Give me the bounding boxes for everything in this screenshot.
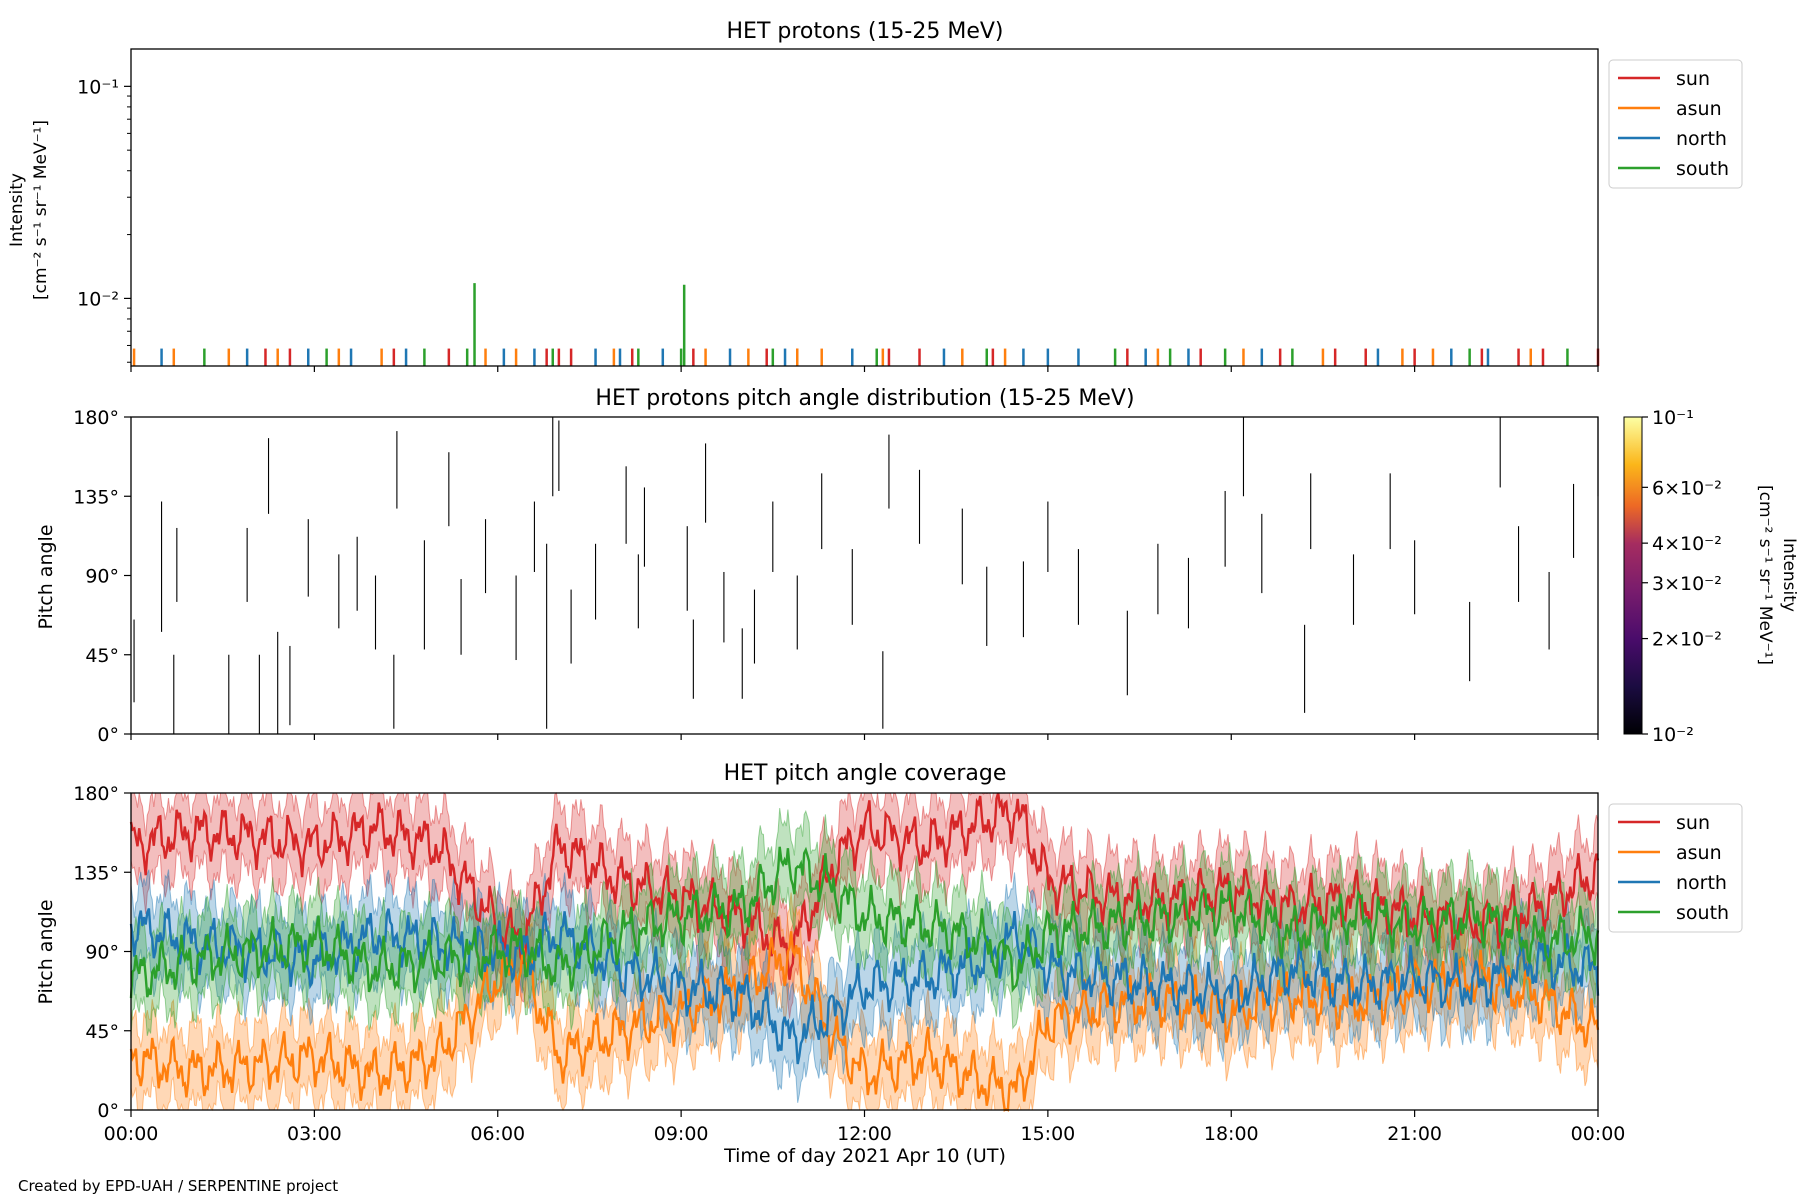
intensity-title: HET protons (15-25 MeV): [727, 19, 1004, 44]
coverage-line-south: [129, 846, 1600, 999]
coverage-lines: [129, 792, 1600, 1112]
colorbar-tick-label: 4×10⁻²: [1652, 533, 1722, 555]
coverage-axes-frame: [130, 792, 1599, 1111]
intensity-ylabel-line2: [cm⁻² s⁻¹ sr⁻¹ MeV⁻¹]: [31, 120, 51, 300]
coverage-xtick-label: 15:00: [1020, 1123, 1075, 1145]
coverage-xtick-label: 03:00: [287, 1123, 342, 1145]
intensity-ylabel-line1: Intensity: [7, 173, 27, 247]
intensity-ylabel: Intensity [cm⁻² s⁻¹ sr⁻¹ MeV⁻¹]: [7, 120, 51, 300]
pad-ytick-label: 0°: [97, 724, 119, 746]
coverage-ytick-label: 180°: [73, 783, 119, 805]
intensity-panel: HET protons (15-25 MeV) Intensity [cm⁻² …: [7, 19, 1743, 372]
coverage-legend-label-north: north: [1676, 872, 1727, 894]
intensity-legend-label-north: north: [1676, 128, 1727, 150]
intensity-legend-label-south: south: [1676, 158, 1729, 180]
coverage-line-north: [129, 908, 1600, 1065]
coverage-xtick-label: 12:00: [837, 1123, 892, 1145]
coverage-title: HET pitch angle coverage: [724, 761, 1007, 786]
coverage-xtick-label: 00:00: [1571, 1123, 1626, 1145]
coverage-legend-box: [1608, 803, 1743, 933]
coverage-xtick-label: 21:00: [1387, 1123, 1442, 1145]
coverage-xtick-label: 06:00: [470, 1123, 525, 1145]
pad-title: HET protons pitch angle distribution (15…: [595, 386, 1134, 411]
coverage-ylabel: Pitch angle: [35, 899, 57, 1004]
intensity-legend-label-sun: sun: [1676, 68, 1710, 90]
intensity-ytick-label: 10⁻¹: [77, 76, 119, 98]
coverage-ytick-label: 90°: [85, 942, 119, 964]
colorbar: [1623, 416, 1643, 735]
coverage-legend-label-asun: asun: [1676, 842, 1722, 864]
coverage-legend-label-sun: sun: [1676, 812, 1710, 834]
colorbar-ticks: 10⁻¹ 6×10⁻² 4×10⁻² 3×10⁻² 2×10⁻² 10⁻²: [1642, 407, 1722, 746]
colorbar-label: Intensity [cm⁻² s⁻¹ sr⁻¹ MeV⁻¹]: [1755, 485, 1799, 665]
coverage-ytick-label: 135°: [73, 862, 119, 884]
colorbar-label-line2: [cm⁻² s⁻¹ sr⁻¹ MeV⁻¹]: [1755, 485, 1775, 665]
x-axis-label: Time of day 2021 Apr 10 (UT): [723, 1145, 1006, 1167]
colorbar-tick-label: 10⁻¹: [1652, 407, 1694, 429]
coverage-xtick-label: 09:00: [654, 1123, 709, 1145]
coverage-ytick-label: 45°: [85, 1021, 119, 1043]
intensity-ticks: 10⁻¹ 10⁻²: [77, 76, 1599, 372]
pad-ytick-label: 180°: [73, 407, 119, 429]
pad-axes-frame: [130, 416, 1599, 735]
colorbar-tick-label: 10⁻²: [1652, 724, 1694, 746]
coverage-ticks: 0° 45° 90° 135° 180° 00:00 03:00 06:00 09:00 12:0…: [73, 783, 1625, 1145]
colorbar-tick-label: 3×10⁻²: [1652, 573, 1722, 595]
pad-panel: HET protons pitch angle distribution (15…: [35, 386, 1799, 746]
coverage-legend: sun asun north south: [1608, 803, 1743, 933]
coverage-ytick-label: 0°: [97, 1100, 119, 1122]
intensity-legend-box: [1608, 59, 1743, 189]
pad-ytick-label: 90°: [85, 566, 119, 588]
coverage-line-sun: [129, 792, 1600, 980]
pad-ylabel: Pitch angle: [35, 524, 57, 629]
intensity-legend: sun asun north south: [1608, 59, 1743, 189]
coverage-xtick-label: 18:00: [1204, 1123, 1259, 1145]
pad-ytick-label: 45°: [85, 645, 119, 667]
pad-ticks: 0° 45° 90° 135° 180°: [73, 407, 1599, 746]
coverage-panel: HET pitch angle coverage Pitch angle 0° 4…: [35, 761, 1743, 1167]
colorbar-label-line1: Intensity: [1779, 538, 1799, 612]
credit-text: Created by EPD-UAH / SERPENTINE project: [18, 1177, 339, 1195]
colorbar-tick-label: 2×10⁻²: [1652, 629, 1722, 651]
intensity-legend-label-asun: asun: [1676, 98, 1722, 120]
intensity-axes-frame: [130, 48, 1599, 367]
pad-ytick-label: 135°: [73, 486, 119, 508]
coverage-legend-label-south: south: [1676, 902, 1729, 924]
pad-segments: [133, 417, 1599, 734]
coverage-xtick-label: 00:00: [104, 1123, 159, 1145]
intensity-ytick-label: 10⁻²: [77, 288, 119, 310]
colorbar-tick-label: 6×10⁻²: [1652, 477, 1722, 499]
